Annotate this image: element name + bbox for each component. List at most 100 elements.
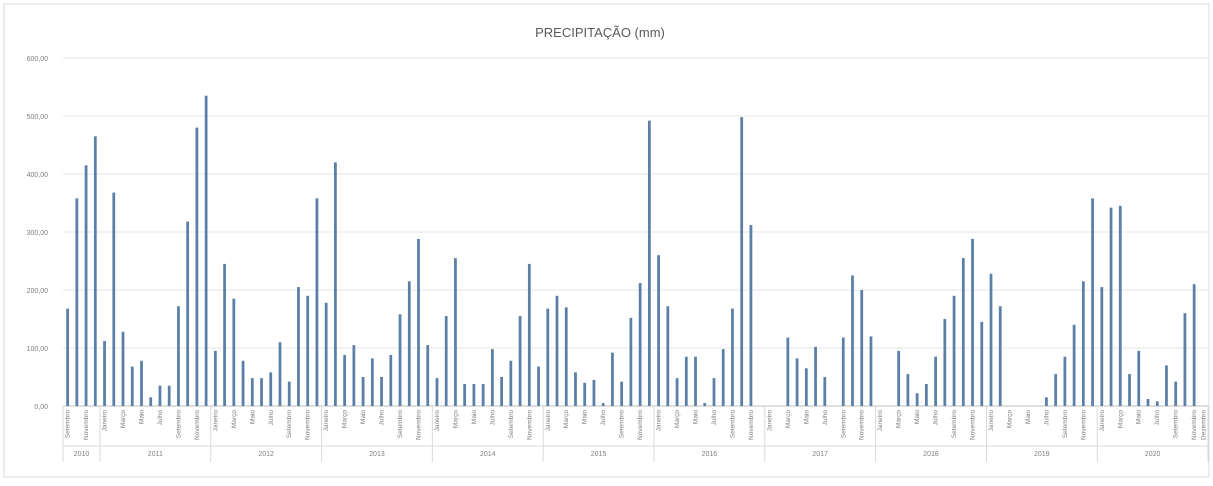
x-tick-label: Julho bbox=[157, 410, 164, 426]
x-tick-label: Março bbox=[1006, 410, 1013, 428]
y-tick-label: 0,00 bbox=[34, 404, 48, 411]
bar bbox=[703, 403, 707, 406]
bar bbox=[398, 314, 402, 406]
year-label: 2017 bbox=[812, 451, 828, 458]
y-tick-label: 600,00 bbox=[27, 56, 49, 63]
bar bbox=[897, 350, 901, 406]
bar bbox=[814, 346, 817, 406]
bar bbox=[1183, 313, 1187, 406]
bar bbox=[1100, 287, 1104, 406]
x-tick-label: Setembro bbox=[1173, 410, 1180, 439]
x-tick-label: Maio bbox=[914, 410, 921, 424]
bar bbox=[93, 136, 97, 407]
bar bbox=[804, 368, 808, 406]
x-tick-label: Maio bbox=[249, 410, 256, 424]
x-tick-label: Setembro bbox=[619, 410, 626, 439]
bar bbox=[934, 356, 937, 406]
year-label: 2019 bbox=[1034, 451, 1050, 458]
bar bbox=[795, 358, 799, 406]
bar bbox=[1118, 205, 1122, 406]
bar bbox=[66, 308, 70, 406]
x-tick-label: Março bbox=[452, 410, 459, 428]
bar bbox=[823, 377, 827, 406]
bar bbox=[130, 366, 134, 406]
bar bbox=[186, 221, 190, 406]
x-tick-label: Julho bbox=[1154, 410, 1161, 426]
x-tick-label: Julho bbox=[489, 410, 496, 426]
x-tick-label: Julho bbox=[268, 410, 275, 426]
year-label: 2010 bbox=[74, 451, 90, 458]
bar bbox=[1081, 281, 1085, 406]
bar bbox=[112, 192, 116, 406]
x-tick-label: Janeiro bbox=[212, 410, 219, 432]
year-label: 2012 bbox=[258, 451, 274, 458]
x-tick-label: Janeiro bbox=[1099, 410, 1106, 432]
bar bbox=[103, 341, 106, 406]
chart-title: PRECIPITAÇÃO (mm) bbox=[535, 25, 665, 40]
bar bbox=[352, 345, 356, 406]
bar bbox=[721, 349, 725, 406]
bar bbox=[361, 377, 365, 406]
bar bbox=[1174, 381, 1178, 406]
bar bbox=[213, 350, 217, 406]
bar bbox=[167, 385, 171, 406]
x-tick-label: Novembro bbox=[526, 410, 533, 440]
bar bbox=[943, 319, 947, 406]
x-tick-label: Maio bbox=[582, 410, 589, 424]
bar bbox=[1192, 284, 1196, 406]
x-tick-label: Novembro bbox=[305, 410, 312, 440]
x-axis-month-labels: Setembro Novembro Janeiro Março Maio Julho Set… bbox=[65, 410, 1208, 440]
x-tick-label: Março bbox=[342, 410, 349, 428]
bar bbox=[472, 383, 476, 406]
x-tick-label: Novembro bbox=[1080, 410, 1087, 440]
bar bbox=[731, 308, 734, 406]
x-tick-label: Setembro bbox=[65, 410, 72, 439]
bar bbox=[195, 127, 199, 406]
x-tick-label: Março bbox=[785, 410, 792, 428]
bar bbox=[426, 345, 430, 406]
bar bbox=[149, 397, 153, 406]
bar bbox=[638, 283, 642, 406]
bar bbox=[287, 381, 291, 406]
x-tick-label: Setembro bbox=[175, 410, 182, 439]
bar bbox=[740, 117, 744, 406]
x-tick-label: Janeiro bbox=[877, 410, 884, 432]
bar bbox=[324, 302, 328, 406]
bar bbox=[334, 162, 337, 406]
bar bbox=[444, 316, 448, 406]
bar bbox=[297, 287, 300, 406]
x-tick-label: Janeiro bbox=[766, 410, 773, 432]
x-tick-label: Julho bbox=[379, 410, 386, 426]
x-tick-label: Setembro bbox=[840, 410, 847, 439]
y-tick-label: 500,00 bbox=[27, 114, 49, 121]
x-tick-label: Janeiro bbox=[102, 410, 109, 432]
x-tick-label: Julho bbox=[822, 410, 829, 426]
x-tick-label: Janeiro bbox=[988, 410, 995, 432]
y-tick-label: 100,00 bbox=[27, 346, 49, 353]
bar bbox=[712, 378, 716, 406]
x-tick-label: Janeiro bbox=[323, 410, 330, 432]
bar bbox=[250, 378, 254, 406]
bar bbox=[490, 349, 494, 406]
x-tick-label: Dezembro bbox=[1200, 410, 1207, 440]
bar bbox=[694, 356, 697, 406]
x-tick-label: Março bbox=[1117, 410, 1124, 428]
x-tick-label: Novembro bbox=[416, 410, 423, 440]
bar bbox=[1063, 356, 1067, 406]
bar bbox=[278, 342, 282, 406]
year-label: 2016 bbox=[702, 451, 718, 458]
x-tick-label: Julho bbox=[933, 410, 940, 426]
bar bbox=[869, 336, 873, 406]
bar bbox=[121, 331, 125, 406]
x-tick-label: Maio bbox=[138, 410, 145, 424]
bar bbox=[961, 258, 965, 406]
x-tick-label: Setembro bbox=[951, 410, 958, 439]
year-label: 2011 bbox=[148, 451, 163, 458]
y-tick-label: 200,00 bbox=[27, 288, 49, 295]
x-tick-label: Novembro bbox=[748, 410, 755, 440]
bar bbox=[417, 238, 420, 406]
x-tick-label: Julho bbox=[600, 410, 607, 426]
x-tick-label: Maio bbox=[360, 410, 367, 424]
